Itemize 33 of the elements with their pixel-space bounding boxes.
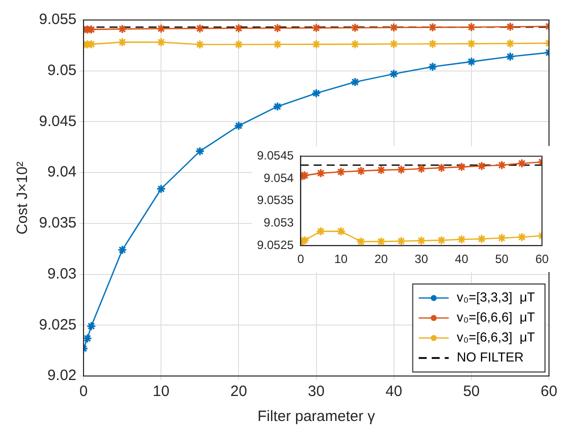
x-tick-label: 20 xyxy=(230,383,248,400)
y-tick-label: 9.03 xyxy=(47,265,77,282)
x-tick-label: 50 xyxy=(495,252,509,266)
x-tick-label: 10 xyxy=(152,383,170,400)
y-tick-label: 9.053 xyxy=(264,216,294,230)
y-tick-label: 9.045 xyxy=(38,112,77,130)
y-tick-label: 9.05 xyxy=(47,62,77,79)
x-axis-title: Filter parameter γ xyxy=(257,408,376,426)
x-tick-label: 20 xyxy=(374,252,388,266)
y-tick-label: 9.055 xyxy=(38,11,77,28)
legend-label: NO FILTER xyxy=(456,350,524,365)
x-tick-label: 0 xyxy=(79,383,88,400)
x-tick-label: 40 xyxy=(454,252,469,266)
y-tick-label: 9.025 xyxy=(38,316,77,334)
y-tick-label: 9.0545 xyxy=(257,148,294,163)
y-tick-label: 9.035 xyxy=(38,214,77,232)
x-tick-label: 50 xyxy=(463,383,480,400)
y-tick-label: 9.02 xyxy=(47,367,77,384)
y-tick-label: 9.054 xyxy=(264,170,294,185)
x-tick-label: 60 xyxy=(535,252,549,266)
x-tick-label: 30 xyxy=(308,383,325,400)
legend-label: v₀=[6,6,6] μT xyxy=(456,310,536,325)
y-tick-label: 9.0525 xyxy=(257,238,294,252)
x-tick-label: 40 xyxy=(386,383,402,400)
legend-label: v₀=[3,3,3] μT xyxy=(456,290,536,305)
y-axis-title: Cost J×10² xyxy=(14,162,32,234)
legend-label: v₀=[6,6,3] μT xyxy=(456,330,536,345)
x-tick-label: 0 xyxy=(297,252,304,266)
x-tick-label: 10 xyxy=(334,252,348,266)
x-tick-label: 30 xyxy=(414,252,428,266)
x-tick-label: 60 xyxy=(540,383,558,400)
y-tick-label: 9.04 xyxy=(47,164,77,181)
y-tick-label: 9.0535 xyxy=(257,193,294,208)
